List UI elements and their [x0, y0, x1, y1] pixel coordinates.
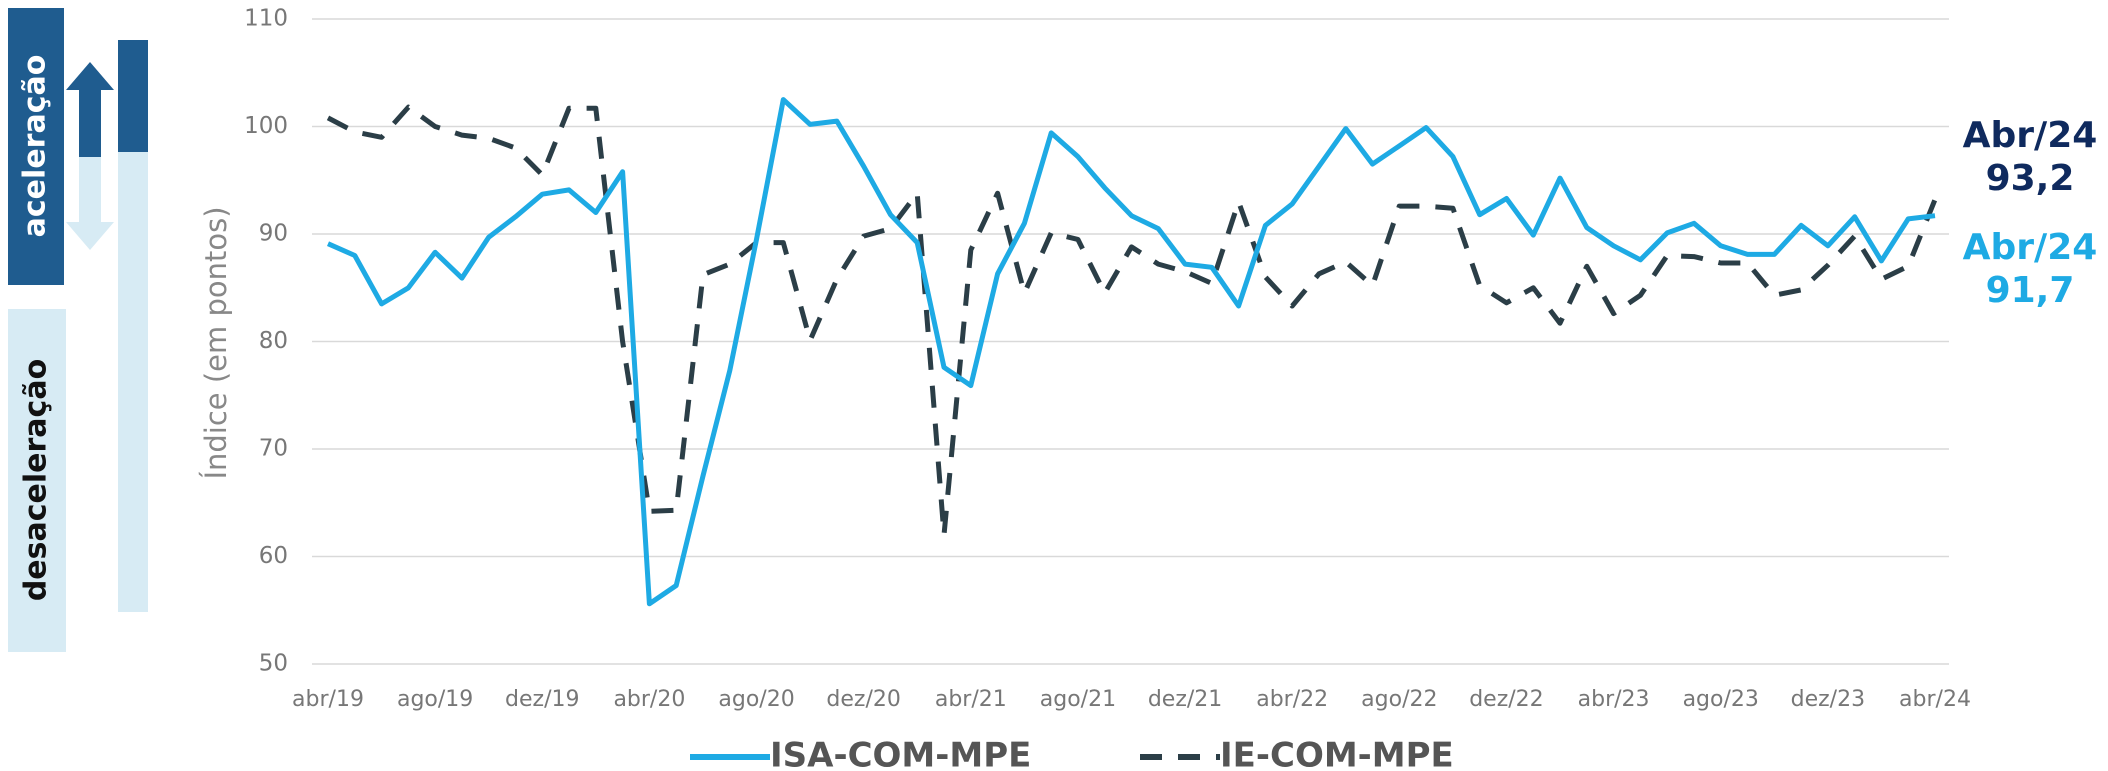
legend-label: ISA-COM-MPE: [770, 736, 1031, 771]
y-tick-label: 100: [244, 113, 288, 139]
deceleration-panel: [8, 309, 66, 652]
x-tick-label: abr/23: [1578, 687, 1650, 712]
side-label: aceleração: [18, 55, 53, 238]
annotation: 91,7: [1986, 270, 2075, 311]
down-arrow: [66, 157, 114, 250]
x-tick-label: ago/19: [397, 687, 473, 712]
up-arrow: [66, 62, 114, 157]
annotation: Abr/24: [1963, 227, 2098, 268]
acceleration-panel: [8, 8, 64, 285]
x-tick-label: abr/20: [613, 687, 685, 712]
y-tick-label: 110: [244, 6, 288, 32]
series-line: [326, 97, 1936, 607]
scale-bar-bottom: [118, 152, 148, 612]
side-label: desaceleração: [19, 359, 54, 601]
x-tick-label: ago/20: [718, 687, 794, 712]
x-tick-label: abr/22: [1256, 687, 1328, 712]
x-tick-label: abr/24: [1899, 687, 1971, 712]
x-tick-label: ago/21: [1040, 687, 1116, 712]
annotation: Abr/24: [1963, 115, 2098, 156]
annotation: 93,2: [1986, 158, 2075, 199]
x-tick-label: abr/21: [935, 687, 1007, 712]
y-tick-label: 90: [259, 221, 288, 247]
y-axis-label: Índice (em pontos): [199, 206, 233, 479]
series-line: [326, 104, 1938, 538]
x-tick-label: ago/22: [1361, 687, 1437, 712]
scale-bar-top: [118, 40, 148, 152]
x-tick-label: dez/20: [826, 687, 900, 712]
y-tick-label: 50: [259, 651, 288, 677]
x-tick-label: abr/19: [292, 687, 364, 712]
y-tick-label: 80: [259, 328, 288, 354]
x-tick-label: dez/22: [1469, 687, 1543, 712]
x-tick-label: dez/21: [1148, 687, 1222, 712]
x-tick-label: dez/23: [1791, 687, 1865, 712]
legend-label: IE-COM-MPE: [1220, 736, 1454, 771]
x-tick-label: ago/23: [1683, 687, 1759, 712]
y-tick-label: 70: [259, 436, 288, 462]
y-tick-label: 60: [259, 543, 288, 569]
x-tick-label: dez/19: [505, 687, 579, 712]
